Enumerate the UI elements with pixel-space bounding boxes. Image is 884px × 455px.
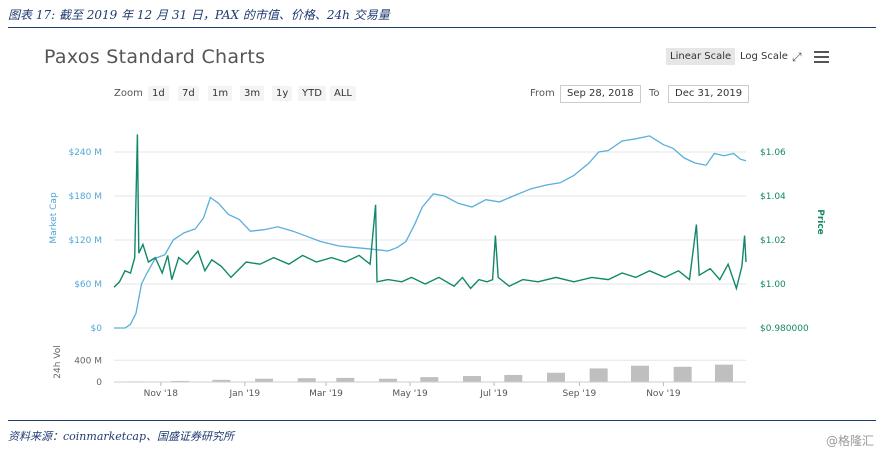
source-rule [8, 420, 876, 421]
volume-bar [212, 379, 231, 382]
zoom-3m-button[interactable]: 3m [240, 86, 265, 101]
volume-tick-label: 0 [96, 378, 102, 388]
zoom-1m-button[interactable]: 1m [208, 86, 233, 101]
market-cap-axis-label: Market Cap [49, 192, 59, 244]
price-tick-label: $1.04 [760, 192, 786, 202]
market-cap-series-line [114, 135, 747, 329]
volume-bar [297, 378, 316, 382]
from-date-input[interactable]: Sep 28, 2018 [560, 85, 641, 103]
zoom-1d-button[interactable]: 1d [148, 86, 169, 101]
volume-bar [255, 378, 274, 382]
zoom-ytd-button[interactable]: YTD [298, 86, 326, 101]
from-label: From [530, 88, 555, 99]
market-cap-tick-label: $180 M [68, 192, 102, 202]
figure-caption: 图表 17: 截至 2019 年 12 月 31 日，PAX 的市值、价格、24… [8, 8, 390, 22]
volume-bar [504, 374, 523, 382]
volume-axis-label: 24h Vol [53, 345, 63, 378]
zoom-1y-button[interactable]: 1y [272, 86, 293, 101]
market-cap-tick-label: $60 M [74, 280, 102, 290]
linear-scale-button[interactable]: Linear Scale [666, 48, 736, 65]
price-series-line [113, 134, 747, 291]
volume-tick-label: 400 M [74, 356, 102, 366]
volume-bar [171, 380, 190, 382]
watermark: @格隆汇 [825, 434, 874, 448]
chart-title: Paxos Standard Charts [44, 46, 266, 68]
volume-bar [673, 366, 692, 382]
zoom-label: Zoom [114, 88, 143, 99]
x-tick-label: Jan '19 [228, 389, 260, 399]
price-tick-label: $1.00 [760, 280, 786, 290]
volume-bar [630, 365, 649, 382]
x-tick-label: Nov '19 [646, 389, 681, 399]
hamburger-menu-icon[interactable] [814, 51, 829, 66]
volume-bar [714, 364, 733, 382]
market-cap-tick-label: $240 M [68, 148, 102, 158]
volume-bar [589, 368, 608, 382]
x-tick-label: May '19 [392, 389, 428, 399]
x-tick-label: Nov '18 [144, 389, 179, 399]
zoom-all-button[interactable]: ALL [330, 86, 356, 101]
price-tick-label: $1.02 [760, 236, 786, 246]
to-date-input[interactable]: Dec 31, 2019 [668, 85, 750, 103]
x-tick-label: Sep '19 [563, 389, 597, 399]
market-cap-tick-label: $120 M [68, 236, 102, 246]
market-cap-tick-label: $0 [91, 324, 103, 334]
price-tick-label: $0.980000 [760, 324, 809, 334]
to-label: To [649, 88, 660, 99]
price-tick-label: $1.06 [760, 148, 786, 158]
x-tick-label: Jul '19 [479, 389, 508, 399]
volume-bar [462, 376, 481, 382]
volume-bar [546, 372, 565, 382]
source-note: 资料来源：coinmarketcap、国盛证券研究所 [8, 430, 234, 443]
volume-bar [420, 377, 439, 382]
price-axis-label: Price [815, 209, 825, 235]
caption-rule [8, 27, 876, 28]
volume-bar [336, 377, 355, 382]
x-tick-label: Mar '19 [309, 389, 343, 399]
volume-bar [379, 378, 398, 382]
expand-icon[interactable]: ⤢ [792, 50, 802, 64]
zoom-7d-button[interactable]: 7d [178, 86, 199, 101]
log-scale-button[interactable]: Log Scale [740, 51, 788, 62]
